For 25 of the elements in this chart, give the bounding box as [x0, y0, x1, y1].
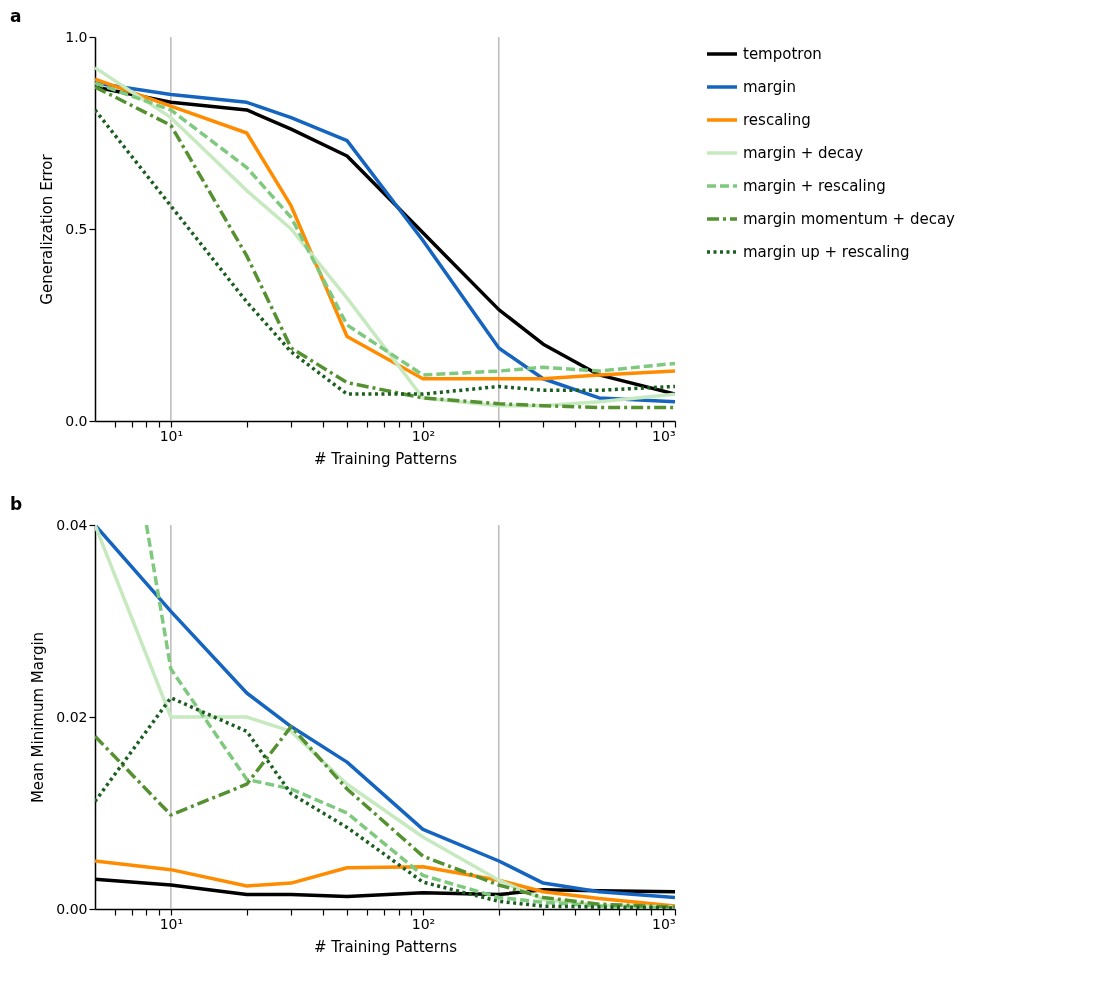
- y-tick-label: 0.04: [56, 516, 88, 533]
- y-axis-title: Mean Minimum Margin: [29, 631, 48, 804]
- legend-label: tempotron: [743, 45, 822, 63]
- legend-label: rescaling: [743, 111, 811, 129]
- legend-label: margin momentum + decay: [743, 210, 956, 228]
- legend-label: margin + decay: [743, 144, 864, 162]
- x-tick-label: 10²: [411, 915, 436, 932]
- y-tick-label: 0.0: [65, 412, 88, 429]
- legend-label: margin up + rescaling: [743, 243, 910, 261]
- chart-title: b: [10, 494, 23, 514]
- x-tick-label: 10²: [411, 427, 436, 444]
- x-tick-label: 10³: [652, 915, 676, 932]
- x-axis-title: # Training Patterns: [313, 937, 458, 956]
- y-axis-title: Generalization Error: [38, 153, 57, 305]
- y-tick-label: 0.02: [56, 708, 88, 725]
- legend-label: margin + rescaling: [743, 177, 886, 195]
- legend-label: margin: [743, 78, 796, 96]
- x-tick-label: 10¹: [159, 915, 184, 932]
- x-tick-label: 10³: [652, 427, 676, 444]
- y-tick-label: 0.00: [56, 900, 88, 917]
- x-tick-label: 10¹: [159, 427, 184, 444]
- y-tick-label: 0.5: [65, 220, 88, 237]
- x-axis-title: # Training Patterns: [313, 449, 458, 468]
- chart-title: a: [10, 6, 22, 26]
- y-tick-label: 1.0: [65, 28, 88, 45]
